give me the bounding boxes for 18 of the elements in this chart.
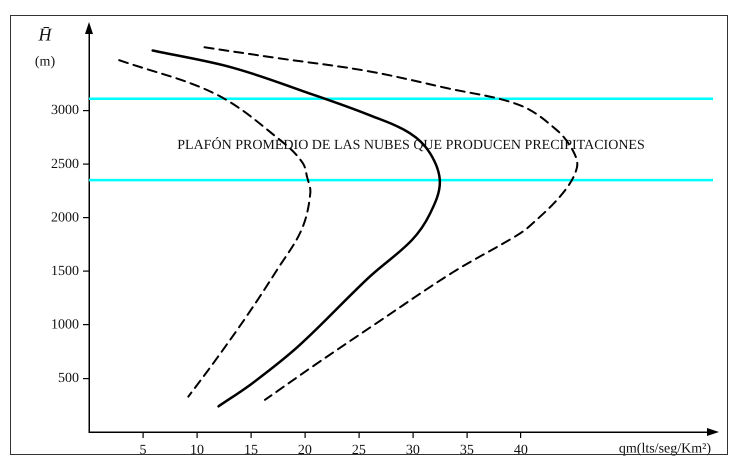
x-tick-label: 5 (139, 443, 146, 458)
line-series (118, 59, 312, 398)
x-axis-title: qm(lts/seg/Km²) (618, 442, 712, 457)
x-tick-label: 25 (352, 443, 366, 458)
x-tick-label: 30 (406, 443, 420, 458)
x-tick-label: 20 (298, 443, 312, 458)
line-series (151, 49, 442, 408)
y-tick-label: 3000 (51, 103, 79, 118)
y-tick-label: 1000 (51, 318, 79, 333)
x-tick-label: 10 (190, 443, 204, 458)
y-tick-label: 2500 (51, 156, 79, 172)
x-tick-label: 40 (514, 443, 528, 458)
y-tick-label: 2000 (51, 210, 79, 226)
x-tick-label: 15 (244, 443, 258, 458)
y-tick-label: 500 (58, 371, 79, 386)
x-tick-label: 35 (460, 443, 474, 458)
y-tick-label: 1500 (51, 264, 79, 279)
y-axis-title: H̄ (m) (34, 24, 56, 70)
